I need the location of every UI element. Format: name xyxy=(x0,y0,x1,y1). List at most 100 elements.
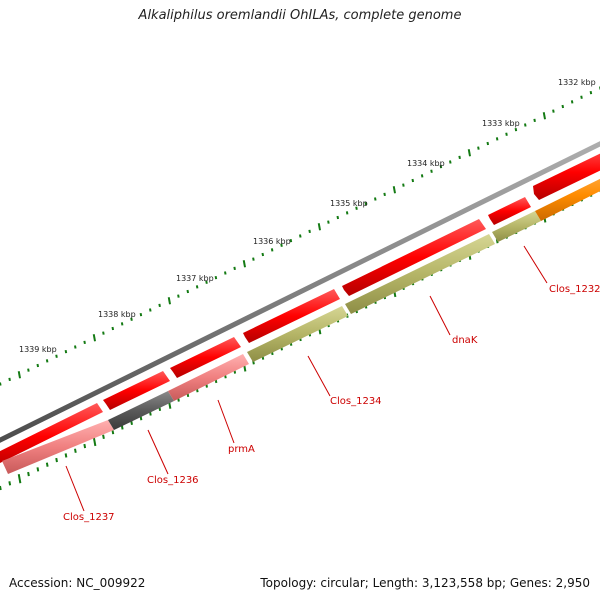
outer-tick xyxy=(495,137,499,141)
outer-tick xyxy=(158,303,161,308)
gene-arrow[interactable] xyxy=(243,289,340,343)
outer-tick xyxy=(345,211,349,215)
gene-arrow[interactable] xyxy=(488,197,531,225)
gene-arrow[interactable] xyxy=(103,371,170,410)
gene-label-clos-1236[interactable]: Clos_1236 xyxy=(147,475,199,486)
scale-label: 1339 kbp xyxy=(19,345,57,354)
outer-tick xyxy=(505,132,508,136)
outer-tick xyxy=(374,197,377,201)
outer-tick xyxy=(467,149,471,157)
outer-tick xyxy=(355,206,358,210)
inner-tick xyxy=(102,434,105,439)
outer-tick xyxy=(430,169,433,173)
outer-tick xyxy=(233,266,236,271)
scale-label: 1336 kbp xyxy=(253,237,291,246)
outer-tick xyxy=(205,280,208,284)
outer-tick xyxy=(111,326,115,331)
gene-block-clos-1232[interactable] xyxy=(535,169,600,221)
outer-tick xyxy=(449,160,452,164)
outer-tick xyxy=(92,334,96,342)
outer-tick xyxy=(514,127,518,132)
gene-block-clos-1234[interactable] xyxy=(247,306,348,362)
outer-tick xyxy=(364,201,368,206)
gene-block-clos-1237[interactable] xyxy=(2,420,114,474)
outer-tick xyxy=(167,297,171,305)
gene-arrow[interactable] xyxy=(342,219,486,296)
outer-tick xyxy=(317,223,321,231)
outer-tick xyxy=(0,382,2,386)
gene-label-clos-1232[interactable]: Clos_1232 xyxy=(549,284,600,295)
outer-tick xyxy=(242,260,246,268)
outer-tick xyxy=(74,345,77,349)
outer-tick xyxy=(102,331,105,335)
genome-summary-text: Topology: circular; Length: 3,123,558 bp… xyxy=(260,576,590,590)
outer-tick xyxy=(120,322,124,326)
scale-label: 1337 kbp xyxy=(176,274,214,283)
scale-label: 1338 kbp xyxy=(98,310,136,319)
inner-tick xyxy=(36,467,40,472)
forward-strand xyxy=(0,144,600,470)
outer-tick xyxy=(486,141,490,146)
gene-block-clos-1236[interactable] xyxy=(108,391,174,430)
outer-tick xyxy=(27,368,30,372)
outer-tick xyxy=(280,243,283,247)
gene-arrow[interactable] xyxy=(0,403,103,470)
outer-tick xyxy=(383,192,386,197)
outer-tick xyxy=(17,371,21,379)
gene-label-clos-1237[interactable]: Clos_1237 xyxy=(63,512,115,523)
gene-arrow[interactable] xyxy=(533,144,600,200)
outer-tick xyxy=(261,252,265,257)
gene-label-prma[interactable]: prmA xyxy=(228,444,255,455)
gene-block-prma[interactable] xyxy=(168,354,249,401)
outer-tick xyxy=(552,109,555,113)
outer-tick xyxy=(8,377,11,382)
outer-tick xyxy=(270,248,274,252)
outer-tick xyxy=(327,220,330,224)
outer-tick xyxy=(252,257,255,261)
scale-label: 1334 kbp xyxy=(407,159,445,168)
outer-tick xyxy=(299,234,302,238)
inner-tick xyxy=(92,436,97,447)
outer-tick xyxy=(458,155,461,160)
inner-tick xyxy=(64,453,68,458)
inner-tick xyxy=(27,471,30,477)
outer-tick xyxy=(214,275,218,280)
scale-label: 1335 kbp xyxy=(330,199,368,208)
gene-arrow[interactable] xyxy=(170,337,241,378)
gene-labels: Clos_1232 dnaK Clos_1234 prmA Clos_1236 … xyxy=(63,284,600,523)
scale-labels: 1332 kbp 1333 kbp 1334 kbp 1335 kbp 1336 kbp… xyxy=(19,78,596,354)
outer-tick xyxy=(392,186,396,194)
outer-tick xyxy=(533,118,536,123)
gene-label-dnak[interactable]: dnaK xyxy=(452,335,478,346)
outer-tick xyxy=(589,90,593,95)
outer-tick xyxy=(139,312,143,317)
outer-tick xyxy=(64,349,68,354)
gene-block-olive[interactable] xyxy=(492,211,541,242)
accession-text: Accession: NC_009922 xyxy=(9,576,146,590)
inner-tick xyxy=(17,474,22,484)
outer-tick xyxy=(289,238,293,243)
outer-tick xyxy=(542,112,546,120)
outer-tick xyxy=(580,95,583,99)
map-title: Alkaliphilus oremlandii OhILAs, complete… xyxy=(138,8,462,23)
outer-tick xyxy=(55,354,58,358)
inner-tick xyxy=(8,481,12,486)
outer-tick xyxy=(83,340,86,345)
inner-tick xyxy=(0,485,2,491)
outer-tick xyxy=(561,104,565,109)
outer-tick xyxy=(308,229,311,234)
outer-tick xyxy=(224,271,227,275)
outer-tick xyxy=(420,174,424,178)
outer-tick xyxy=(336,215,340,220)
gene-block-dnak[interactable] xyxy=(345,234,495,314)
outer-tick xyxy=(411,178,415,183)
outer-tick xyxy=(177,294,180,298)
outer-tick xyxy=(402,183,405,187)
outer-tick xyxy=(439,164,443,169)
outer-tick xyxy=(195,285,199,289)
genome-backbone xyxy=(0,141,600,443)
inner-tick xyxy=(45,462,49,467)
gene-label-clos-1234[interactable]: Clos_1234 xyxy=(330,396,382,407)
outer-tick xyxy=(130,317,133,321)
